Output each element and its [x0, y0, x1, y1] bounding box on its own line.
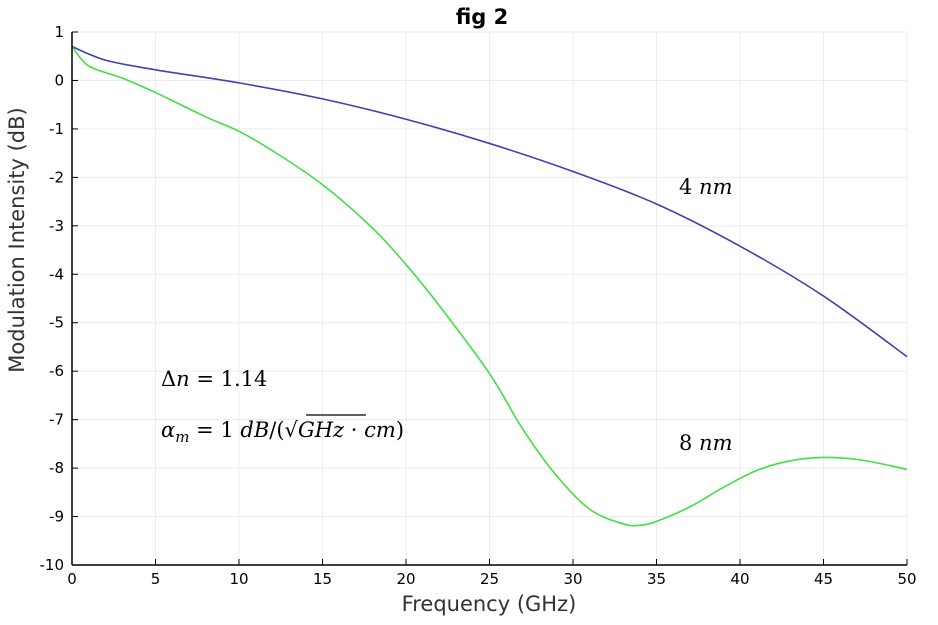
series-layer — [71, 45, 908, 527]
x-tick-label: 45 — [814, 570, 833, 588]
chart-title: fig 2 — [456, 5, 509, 29]
y-tick-label: -4 — [49, 265, 64, 283]
delta-n-annotation: Δn = 1.14 — [161, 367, 267, 391]
y-tick-label: -6 — [49, 362, 64, 380]
x-tick-label: 0 — [67, 570, 77, 588]
alpha-m-annotation: αm = 1 dB/(√GHz · cm) — [161, 418, 404, 446]
x-tick-label: 40 — [730, 570, 749, 588]
x-tick-label: 35 — [647, 570, 666, 588]
x-tick-label: 20 — [396, 570, 415, 588]
y-axis-title: Modulation Intensity (dB) — [5, 107, 29, 372]
tick-labels: 0 5 10 15 20 25 30 35 40 45 5010-1-2-3-4-5-6-7-8-9… — [40, 23, 917, 588]
x-tick-label: 25 — [480, 570, 499, 588]
x-axis-title: Frequency (GHz) — [402, 592, 577, 616]
series-label-4nm: 4 nm — [679, 175, 733, 199]
x-tick-label: 30 — [563, 570, 582, 588]
axes — [71, 31, 908, 566]
y-tick-label: -1 — [49, 120, 64, 138]
y-tick-label: 1 — [54, 23, 64, 41]
x-tick-label: 15 — [313, 570, 332, 588]
y-tick-label: -9 — [49, 508, 64, 526]
x-tick-label: 50 — [897, 570, 916, 588]
series-line-8nm — [71, 46, 908, 527]
y-tick-label: -2 — [49, 168, 64, 186]
y-tick-label: 0 — [54, 71, 64, 89]
y-tick-label: -5 — [49, 314, 64, 332]
x-tick-label: 5 — [151, 570, 161, 588]
x-tick-label: 10 — [229, 570, 248, 588]
series-label-8nm: 8 nm — [679, 431, 733, 455]
y-tick-label: -10 — [40, 556, 65, 574]
y-tick-label: -3 — [49, 217, 64, 235]
series-line-4nm — [71, 45, 908, 358]
y-tick-label: -7 — [49, 411, 64, 429]
y-tick-label: -8 — [49, 459, 64, 477]
